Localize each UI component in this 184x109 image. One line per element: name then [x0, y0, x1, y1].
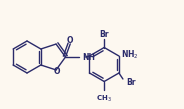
Text: Br: Br: [126, 77, 135, 87]
Text: Br: Br: [99, 30, 109, 38]
Text: NH$_2$: NH$_2$: [121, 49, 139, 61]
Text: NH: NH: [82, 53, 95, 62]
Text: CH$_3$: CH$_3$: [96, 94, 112, 104]
Text: O: O: [67, 36, 74, 45]
Text: O: O: [54, 67, 60, 76]
